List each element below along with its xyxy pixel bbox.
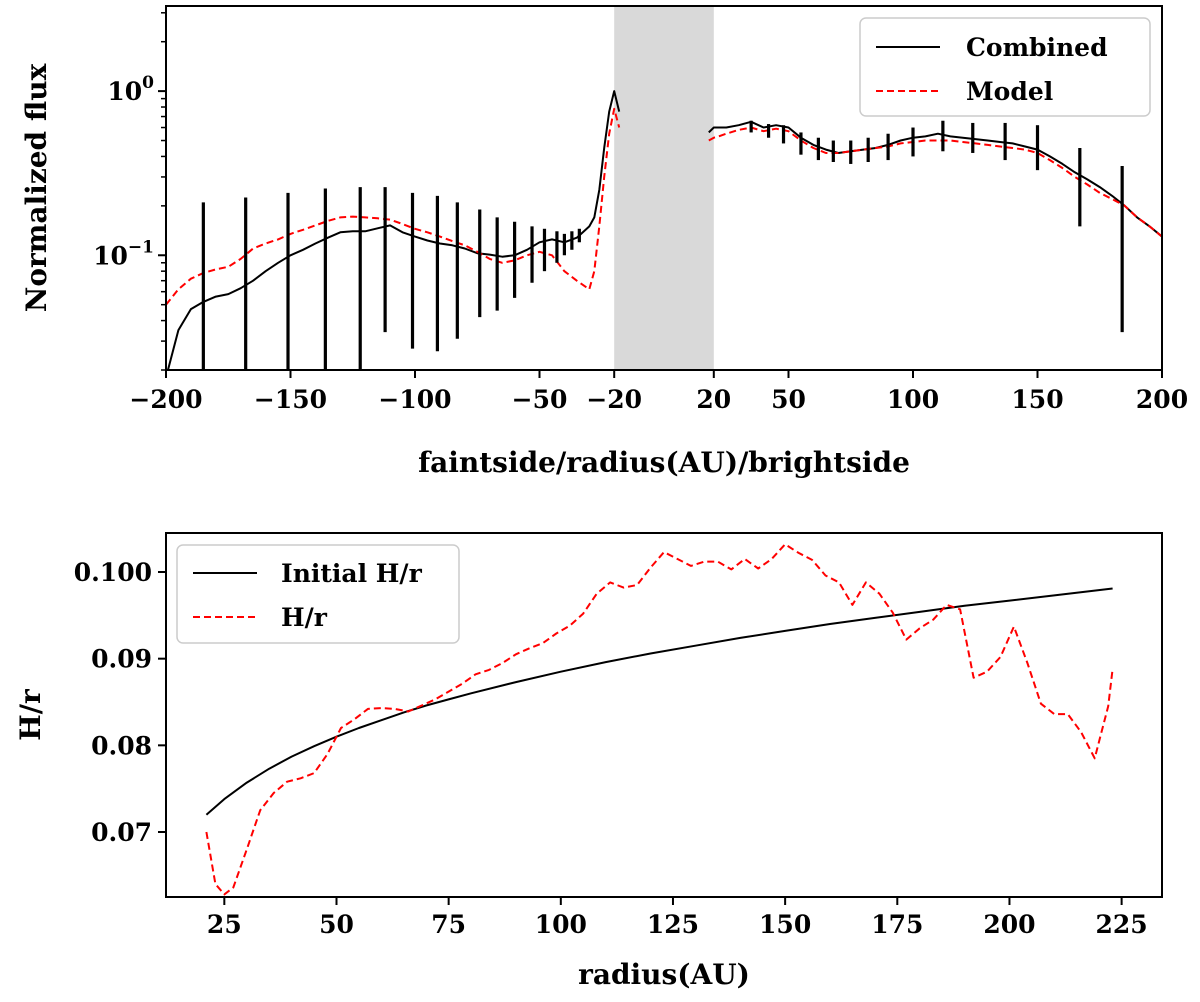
x-tick-label: 200 <box>983 910 1035 939</box>
legend-label-hr: H/r <box>281 603 328 632</box>
flux-legend: Combined Model <box>859 17 1151 117</box>
x-tick-label: 225 <box>1096 910 1148 939</box>
x-tick-label: 50 <box>319 910 354 939</box>
x-tick-label: 25 <box>207 910 242 939</box>
scale-height-x-ticks: 25 50 75 100 125 150 175 200 225 <box>207 897 1148 939</box>
legend-label-model: Model <box>966 77 1053 106</box>
x-tick-label: 20 <box>696 385 731 414</box>
scale-height-series-layer <box>205 543 1114 896</box>
series-line-combined-1 <box>708 120 1162 238</box>
series-line-model-0 <box>166 107 621 306</box>
x-tick-label: 100 <box>535 910 587 939</box>
scale-height-y-ticks: 0.07 0.08 0.09 0.100 <box>74 558 166 847</box>
y-tick-label: 10−1 <box>93 237 154 270</box>
scale-height-plot-frame <box>165 532 1163 898</box>
series-line-model-1 <box>708 126 1162 238</box>
x-tick-label: 125 <box>647 910 699 939</box>
x-tick-label: −100 <box>378 385 451 414</box>
y-tick-label: 0.100 <box>74 558 152 587</box>
x-tick-label: 150 <box>759 910 811 939</box>
series-line-h-r <box>205 543 1114 896</box>
flux-y-axis-title: Normalized flux <box>20 63 53 312</box>
x-tick-label: 175 <box>871 910 923 939</box>
legend-label-combined: Combined <box>966 33 1108 62</box>
flux-x-axis-title: faintside/radius(AU)/brightside <box>418 446 910 479</box>
scale-height-y-axis-title: H/r <box>14 688 47 741</box>
x-tick-label: 150 <box>1011 385 1063 414</box>
x-tick-label: −50 <box>512 385 568 414</box>
series-line-combined-0 <box>166 90 621 370</box>
scale-height-panel: 0.070.080.090.100 25 50 75 100 125 150 175 200 2… <box>14 532 1163 991</box>
flux-x-ticks: −200 −150 −100 −50 −20 20 50 100 150 200 <box>129 370 1188 414</box>
x-tick-label: −200 <box>129 385 202 414</box>
y-tick-label: 0.09 <box>91 645 152 674</box>
series-line-initial-h-r <box>205 587 1113 816</box>
y-tick-label: 0.08 <box>91 731 152 760</box>
errorbar-layer <box>201 120 1124 370</box>
masked-region <box>614 6 714 370</box>
scale-height-x-axis-title: radius(AU) <box>578 958 750 991</box>
legend-label-initial-hr: Initial H/r <box>281 559 423 588</box>
x-tick-label: 50 <box>771 385 806 414</box>
masked-region-layer <box>614 6 714 370</box>
flux-y-ticks: 10−1 100 <box>93 12 166 371</box>
x-tick-label: 100 <box>887 385 939 414</box>
x-tick-label: 200 <box>1136 385 1188 414</box>
x-tick-label: −150 <box>254 385 327 414</box>
x-tick-label: −20 <box>586 385 642 414</box>
y-tick-label: 100 <box>107 73 154 106</box>
x-tick-label: 75 <box>431 910 466 939</box>
flux-plot-frame <box>165 5 1163 371</box>
y-tick-label: 0.07 <box>91 818 152 847</box>
scale-height-legend: Initial H/r H/r <box>176 544 460 644</box>
scale-height-legend-box <box>176 544 460 644</box>
